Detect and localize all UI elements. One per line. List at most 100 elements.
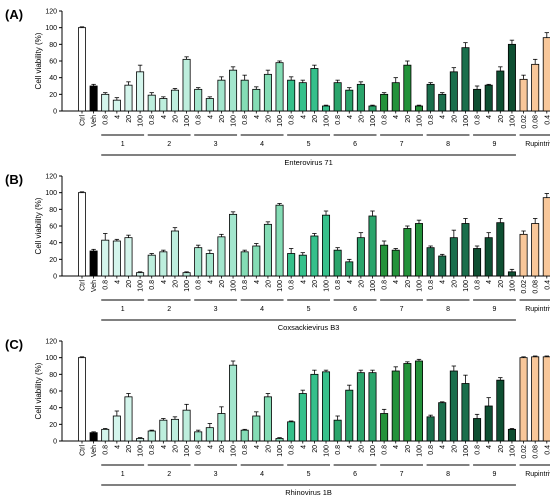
x-tick-label: 4 xyxy=(207,115,214,119)
bar xyxy=(356,372,365,442)
x-tick-label: 100 xyxy=(416,445,423,457)
x-tick-label: 4 xyxy=(347,280,354,284)
y-tick-label: 80 xyxy=(49,207,57,214)
group-label: 3 xyxy=(214,471,218,478)
x-tick-label: 20 xyxy=(451,445,458,453)
bar xyxy=(461,47,470,112)
x-tick-label: 0.8 xyxy=(382,115,389,125)
bar xyxy=(252,415,261,442)
x-tick-label: 0.8 xyxy=(149,280,156,290)
group-label: 4 xyxy=(260,306,264,313)
bar xyxy=(310,235,319,277)
bar xyxy=(159,251,168,277)
bar xyxy=(356,83,365,112)
group-label: 9 xyxy=(493,306,497,313)
bar xyxy=(287,421,296,442)
bar xyxy=(182,272,191,277)
bar xyxy=(229,69,238,112)
y-axis-label: Cell viability (%) xyxy=(34,32,43,89)
bar xyxy=(263,73,272,112)
bar xyxy=(263,223,272,277)
x-tick-label: 100 xyxy=(324,115,331,127)
bar xyxy=(507,428,516,442)
bar xyxy=(275,204,284,277)
bar xyxy=(333,419,342,442)
bar xyxy=(333,249,342,277)
group-label: 7 xyxy=(400,141,404,148)
bar xyxy=(205,427,214,442)
bar xyxy=(507,271,516,277)
bar xyxy=(542,37,550,112)
bar xyxy=(298,393,307,442)
group-label: 5 xyxy=(307,471,311,478)
bar xyxy=(403,228,412,277)
group-label: 3 xyxy=(214,141,218,148)
x-tick-label: 20 xyxy=(172,445,179,453)
x-tick-label: 100 xyxy=(277,445,284,457)
bar xyxy=(438,255,447,277)
x-tick-label: 20 xyxy=(219,445,226,453)
group-label: 9 xyxy=(493,141,497,148)
bar xyxy=(275,62,284,112)
bar xyxy=(322,105,331,112)
bar xyxy=(449,237,458,277)
bar xyxy=(205,253,214,277)
bar xyxy=(89,250,98,277)
chart-panel-2: (B)Cell viability (%)020406080100120Ctrl… xyxy=(5,172,550,332)
x-tick-label: 4 xyxy=(300,445,307,449)
bar xyxy=(240,429,249,442)
x-tick-label: 100 xyxy=(370,280,377,292)
x-tick-label: 20 xyxy=(405,115,412,123)
x-tick-label: 100 xyxy=(463,115,470,127)
x-tick-label: Ctrl xyxy=(80,280,87,291)
x-tick-label: 0.02 xyxy=(521,115,528,129)
x-tick-label: 100 xyxy=(184,115,191,127)
x-tick-label: 4 xyxy=(161,280,168,284)
x-tick-label: 4 xyxy=(440,115,447,119)
x-tick-label: 4 xyxy=(161,445,168,449)
bar xyxy=(263,396,272,442)
x-tick-label: 0.8 xyxy=(242,280,249,290)
group-label: 2 xyxy=(167,306,171,313)
bar xyxy=(356,237,365,277)
bar xyxy=(159,98,168,112)
bar xyxy=(368,105,377,112)
x-tick-label: 20 xyxy=(498,280,505,288)
x-tick-label: 100 xyxy=(138,445,145,457)
y-tick-label: 60 xyxy=(49,224,57,231)
x-tick-label: 20 xyxy=(219,115,226,123)
bar xyxy=(519,357,528,442)
bar xyxy=(449,71,458,112)
x-tick-label: 0.8 xyxy=(428,445,435,455)
x-tick-label: 0.8 xyxy=(289,280,296,290)
bar xyxy=(287,79,296,112)
x-tick-label: 0.8 xyxy=(335,445,342,455)
chart-panel-1: (A)Cell viability (%)020406080100120Ctrl… xyxy=(5,7,550,167)
x-tick-label: 0.08 xyxy=(533,445,540,459)
x-tick-label: Veh xyxy=(91,445,98,457)
bar xyxy=(252,88,261,112)
bar xyxy=(414,223,423,277)
y-tick-label: 120 xyxy=(45,339,57,346)
bar xyxy=(473,418,482,442)
x-tick-label: 0.8 xyxy=(382,280,389,290)
group-label: 5 xyxy=(307,306,311,313)
y-tick-label: 0 xyxy=(53,439,57,446)
x-tick-label: 4 xyxy=(114,445,121,449)
bar xyxy=(391,370,400,442)
x-tick-label: 100 xyxy=(231,115,238,127)
bar xyxy=(182,409,191,442)
bar xyxy=(531,356,540,442)
x-tick-label: 20 xyxy=(265,445,272,453)
y-axis-label: Cell viability (%) xyxy=(34,197,43,254)
x-tick-label: 0.8 xyxy=(196,115,203,125)
x-tick-label: 20 xyxy=(172,280,179,288)
bar xyxy=(496,70,505,112)
x-tick-label: 0.8 xyxy=(475,280,482,290)
group-label: 8 xyxy=(446,306,450,313)
x-tick-label: 100 xyxy=(324,280,331,292)
x-tick-label: 20 xyxy=(405,445,412,453)
x-tick-label: 4 xyxy=(393,115,400,119)
bar xyxy=(136,272,145,277)
